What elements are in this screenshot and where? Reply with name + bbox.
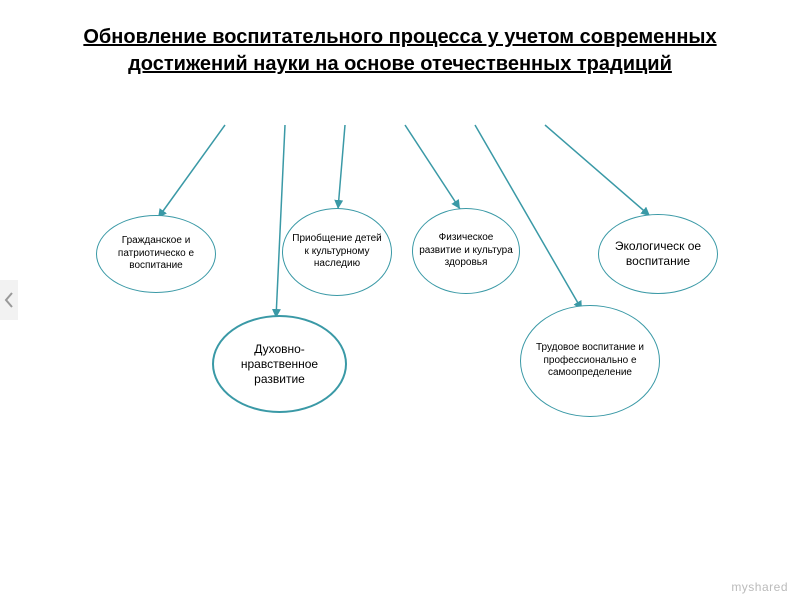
prev-slide-button[interactable]: [0, 280, 18, 320]
chevron-left-icon: [4, 292, 14, 308]
arrow: [276, 125, 285, 318]
arrow-layer: [0, 0, 800, 600]
arrow: [405, 125, 460, 209]
diagram-node: Духовно-нравственное развитие: [212, 315, 347, 413]
diagram-node: Трудовое воспитание и профессионально е …: [520, 305, 660, 417]
arrow: [545, 125, 650, 216]
diagram-node: Гражданское и патриотическо е воспитание: [96, 215, 216, 293]
diagram-node: Экологическ ое воспитание: [598, 214, 718, 294]
arrow: [338, 125, 345, 209]
page-title: Обновление воспитательного процесса у уч…: [80, 24, 720, 78]
diagram-node: Приобщение детей к культурному наследию: [282, 208, 392, 296]
watermark: myshared: [731, 580, 788, 594]
diagram-node: Физическое развитие и культура здоровья: [412, 208, 520, 294]
arrow: [158, 125, 225, 218]
